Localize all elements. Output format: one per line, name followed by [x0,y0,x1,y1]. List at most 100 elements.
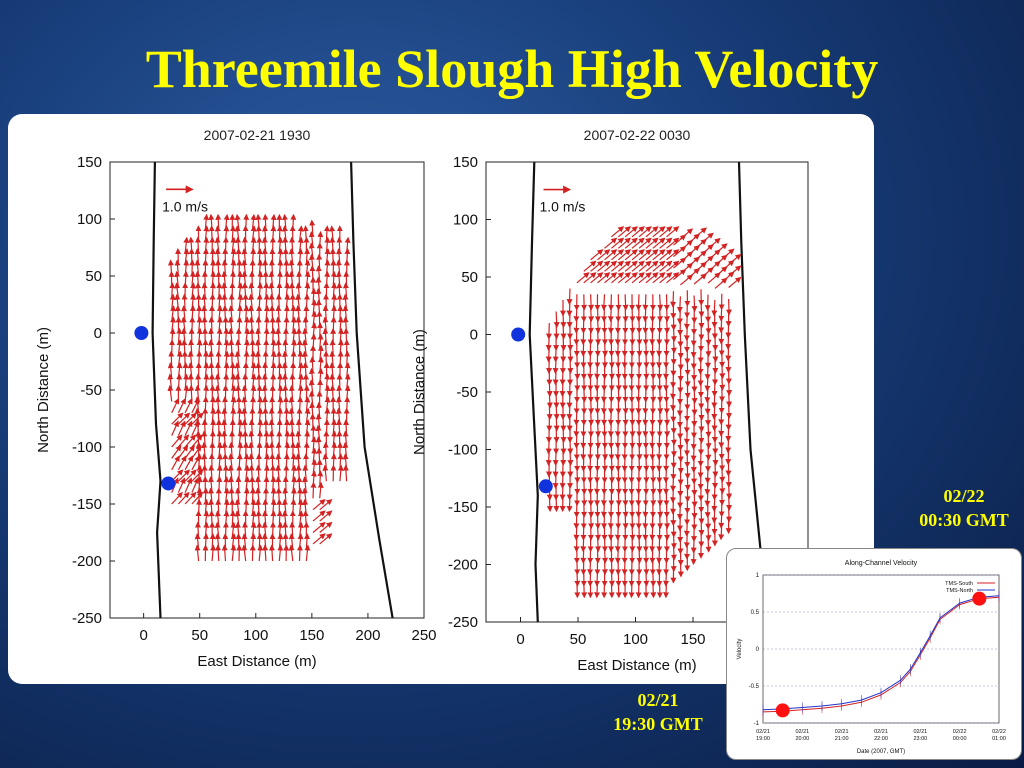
velocity-vector [268,270,275,288]
velocity-vector [171,434,183,448]
left-bank-line [151,161,162,619]
velocity-vector [261,248,268,265]
velocity-vector [209,430,216,448]
velocity-vector [342,464,349,482]
velocity-vector [282,498,288,516]
velocity-vector [194,544,201,562]
velocity-vector [196,476,203,493]
velocity-vector [566,288,573,306]
inset-x-tick-label: 02/22 00:00 [953,729,967,742]
velocity-vector [169,327,176,345]
velocity-vector [604,272,618,284]
velocity-vector [261,236,268,254]
velocity-vector [194,533,201,550]
velocity-vector [728,265,742,277]
velocity-vector [652,260,666,272]
velocity-vector [270,213,277,231]
velocity-vector [624,260,638,272]
velocity-vector [342,430,349,448]
velocity-vector [181,293,188,311]
velocity-vector [263,316,270,334]
inset-x-tick-label: 02/21 23:00 [913,729,927,742]
velocity-vector [276,270,283,288]
velocity-vector [289,521,296,539]
velocity-vector [167,259,174,277]
velocity-vector [707,237,721,250]
velocity-vector [214,248,221,265]
velocity-vector [304,396,311,413]
velocity-vector [214,396,221,413]
velocity-vector [176,339,183,356]
velocity-vector [171,455,180,471]
velocity-vector [214,521,221,539]
velocity-vector [329,225,336,242]
inset-title: Along-Channel Velocity [845,560,918,567]
velocity-vector [244,476,250,493]
velocity-vector [255,498,262,516]
velocity-vector [638,249,652,261]
velocity-vector [180,316,187,334]
velocity-vector [304,259,311,277]
velocity-vector [295,282,302,299]
velocity-vector [241,533,248,550]
station-marker-2 [538,479,553,494]
velocity-vector [624,272,638,284]
velocity-vector [250,236,257,254]
velocity-vector [290,487,297,505]
velocity-vector [176,327,183,345]
velocity-vector [590,272,604,284]
inset-x-tick-label: 02/21 19:00 [756,729,770,742]
velocity-vector [228,476,235,493]
velocity-vector [268,293,275,311]
velocity-vector [659,237,673,249]
velocity-vector [268,259,275,277]
y-tick-label: -250 [72,610,102,627]
velocity-vector [319,533,333,545]
velocity-vector [270,476,277,493]
velocity-vector [670,291,677,308]
velocity-vector [322,464,329,482]
velocity-vector [221,430,228,448]
y-tick-label: -100 [448,442,478,459]
velocity-vector [190,282,196,299]
velocity-vector [175,248,182,265]
velocity-vector [288,396,295,413]
velocity-vector [324,270,331,288]
velocity-vector [291,327,298,345]
velocity-vector [171,420,179,436]
y-tick-label: -200 [448,557,478,574]
velocity-vector [263,327,270,345]
velocity-vector [248,282,255,299]
y-axis-label: North Distance (m) [411,329,428,455]
velocity-vector [316,401,323,419]
y-tick-label: 150 [453,154,478,171]
velocity-vector [229,225,236,242]
velocity-vector [277,521,284,539]
velocity-vector [317,345,324,362]
velocity-vector [583,260,597,272]
velocity-vector [230,259,237,277]
velocity-vector [201,430,208,448]
velocity-vector [227,464,234,482]
velocity-vector [167,362,174,379]
velocity-vector [183,373,190,391]
y-axis-label: North Distance (m) [35,327,52,453]
velocity-vector [309,356,316,373]
velocity-vector [202,350,209,368]
velocity-vector [234,213,241,231]
inset-x-tick-label: 02/21 22:00 [874,729,888,742]
velocity-vector [283,305,290,322]
velocity-vector [275,464,282,482]
velocity-vector [282,236,289,254]
scale-label: 1.0 m/s [162,198,208,214]
velocity-vector [652,272,666,284]
velocity-vector [700,232,714,244]
station-marker-1 [134,326,149,340]
velocity-vector [302,464,309,482]
velocity-vector [302,476,309,493]
velocity-vector [270,327,277,345]
velocity-vector [189,305,196,322]
velocity-vector [319,510,333,522]
velocity-vector [191,434,203,448]
velocity-vector [611,272,625,284]
